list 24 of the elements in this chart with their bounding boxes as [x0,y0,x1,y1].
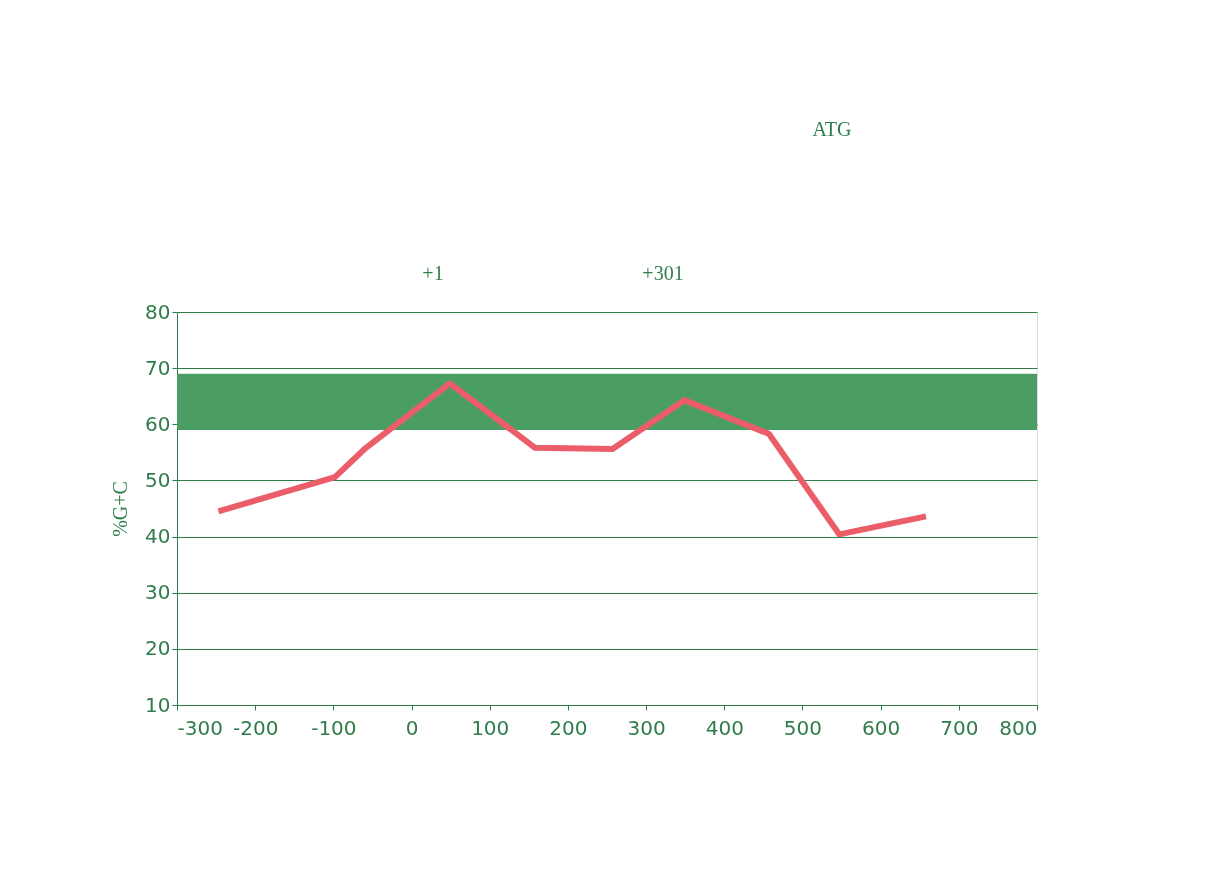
x-tick-label: 400 [705,715,744,740]
y-tick-label: 10 [145,692,171,717]
y-tick-label: 20 [145,636,171,661]
y-tick-label: 70 [145,355,171,380]
x-tick-label: 600 [862,715,901,740]
y-axis-title: %G+C [109,481,132,537]
y-tick-label: 60 [145,411,171,436]
text: ATG [812,118,852,140]
x-tick-label: 700 [940,715,979,740]
x-tick-label: 200 [549,715,588,740]
y-tick-label: 30 [145,580,171,605]
x-tick-label: 300 [627,715,666,740]
y-tick-label: 40 [145,524,171,549]
x-tick-label: 500 [783,715,823,740]
x-tick-label: 800 [999,715,1038,740]
x-tick-label: -300 [177,715,223,740]
text: +1 [422,262,444,284]
y-tick-label: 80 [145,299,171,324]
x-tick-label: 0 [405,715,419,740]
x-tick-label: -200 [232,715,279,740]
x-tick-label: -100 [311,715,357,740]
text: +301 [642,262,684,284]
y-tick-label: 50 [145,467,171,492]
x-tick-label: 100 [471,715,510,740]
